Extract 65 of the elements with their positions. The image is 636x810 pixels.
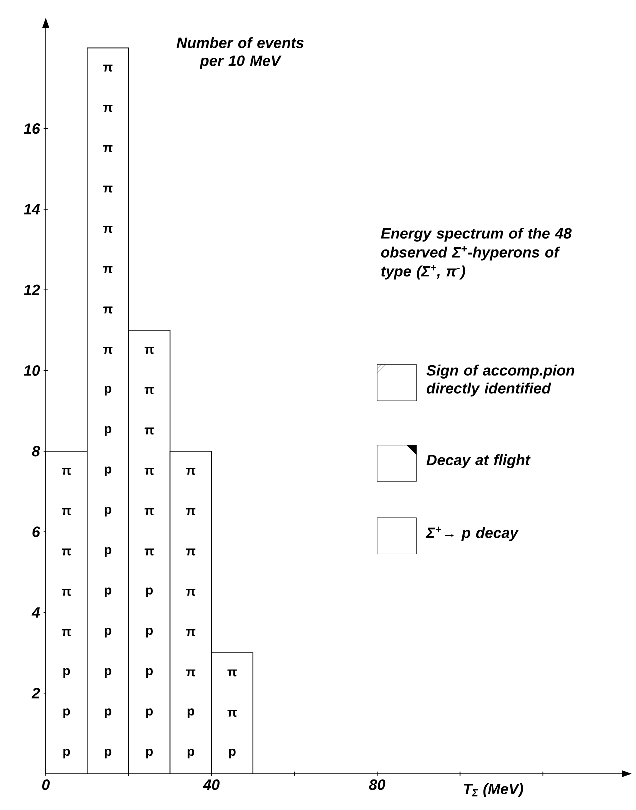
annotation: p bbox=[105, 588, 112, 598]
annotation: π bbox=[62, 548, 72, 556]
annotation: p bbox=[105, 386, 112, 396]
x-tick-label: 40 bbox=[203, 780, 220, 790]
annotation: p bbox=[105, 507, 112, 517]
y-tick-label: 16 bbox=[24, 124, 40, 134]
annotation: π bbox=[103, 306, 113, 314]
y-tick-label: 14 bbox=[24, 204, 40, 215]
annotation: π bbox=[186, 548, 196, 556]
annotation: π bbox=[144, 468, 154, 476]
annotation: p bbox=[64, 708, 70, 718]
annotation: π bbox=[186, 670, 196, 677]
y-tick-label: 10 bbox=[24, 365, 40, 376]
annotation: π bbox=[186, 629, 196, 636]
annotation: π bbox=[144, 387, 154, 394]
x-tick-label: 0 bbox=[42, 780, 50, 790]
y-tick-label: 6 bbox=[32, 526, 40, 538]
annotation: π bbox=[103, 226, 113, 234]
annotation: p bbox=[105, 708, 112, 718]
annotation: π bbox=[103, 266, 113, 274]
annotation: p bbox=[105, 668, 112, 678]
annotation: Decay at flight bbox=[426, 454, 531, 468]
annotation: p bbox=[105, 749, 112, 759]
annotation: p bbox=[146, 588, 153, 598]
y-tick-label: 2 bbox=[32, 688, 40, 699]
annotation: p bbox=[146, 628, 153, 638]
x-axis-title: T$_{Σ}$ (MeV) bbox=[464, 784, 524, 798]
annotation: p bbox=[229, 749, 236, 759]
annotation: π bbox=[144, 347, 154, 354]
annotation: Sign of accomp.pion directly identified bbox=[426, 364, 575, 397]
annotation: π bbox=[103, 186, 113, 193]
y-tick-label: 8 bbox=[32, 446, 40, 457]
text: Energy spectrum of the 48 observed Σ$^{+}$-hyperons of type (Σ$^{+}$, π$^{-}$) bbox=[381, 228, 572, 280]
annotation: p bbox=[64, 668, 70, 678]
annotation: π bbox=[228, 710, 238, 717]
annotation: π bbox=[62, 589, 72, 596]
x-tick-label: 80 bbox=[369, 780, 386, 790]
annotation: π bbox=[186, 589, 196, 596]
annotation: p bbox=[188, 749, 194, 759]
annotation: π bbox=[103, 105, 113, 112]
annotation: Σ$^{+}$→ p decay bbox=[426, 526, 519, 542]
annotation: π bbox=[144, 508, 154, 516]
annotation: p bbox=[146, 749, 153, 759]
annotation: π bbox=[103, 146, 113, 152]
annotation: π bbox=[186, 508, 196, 516]
annotation: π bbox=[144, 428, 154, 435]
y-tick-label: 4 bbox=[32, 608, 40, 618]
annotation: π bbox=[228, 670, 238, 677]
annotation: π bbox=[186, 468, 196, 476]
annotation: π bbox=[62, 468, 72, 476]
y-axis-title: Number of events per 10 MeV bbox=[176, 37, 304, 70]
annotation: p bbox=[105, 628, 112, 638]
annotation: π bbox=[103, 64, 113, 72]
annotation: p bbox=[105, 547, 112, 558]
annotation: p bbox=[146, 668, 153, 678]
annotation: p bbox=[188, 708, 194, 718]
annotation: p bbox=[105, 426, 112, 436]
annotation: p bbox=[146, 708, 153, 718]
annotation: π bbox=[144, 548, 154, 556]
annotation: p bbox=[105, 466, 112, 476]
y-tick-label: 12 bbox=[24, 284, 40, 296]
annotation: π bbox=[62, 508, 72, 516]
annotation: π bbox=[103, 347, 113, 354]
annotation: p bbox=[64, 749, 70, 759]
annotation: π bbox=[62, 629, 72, 636]
